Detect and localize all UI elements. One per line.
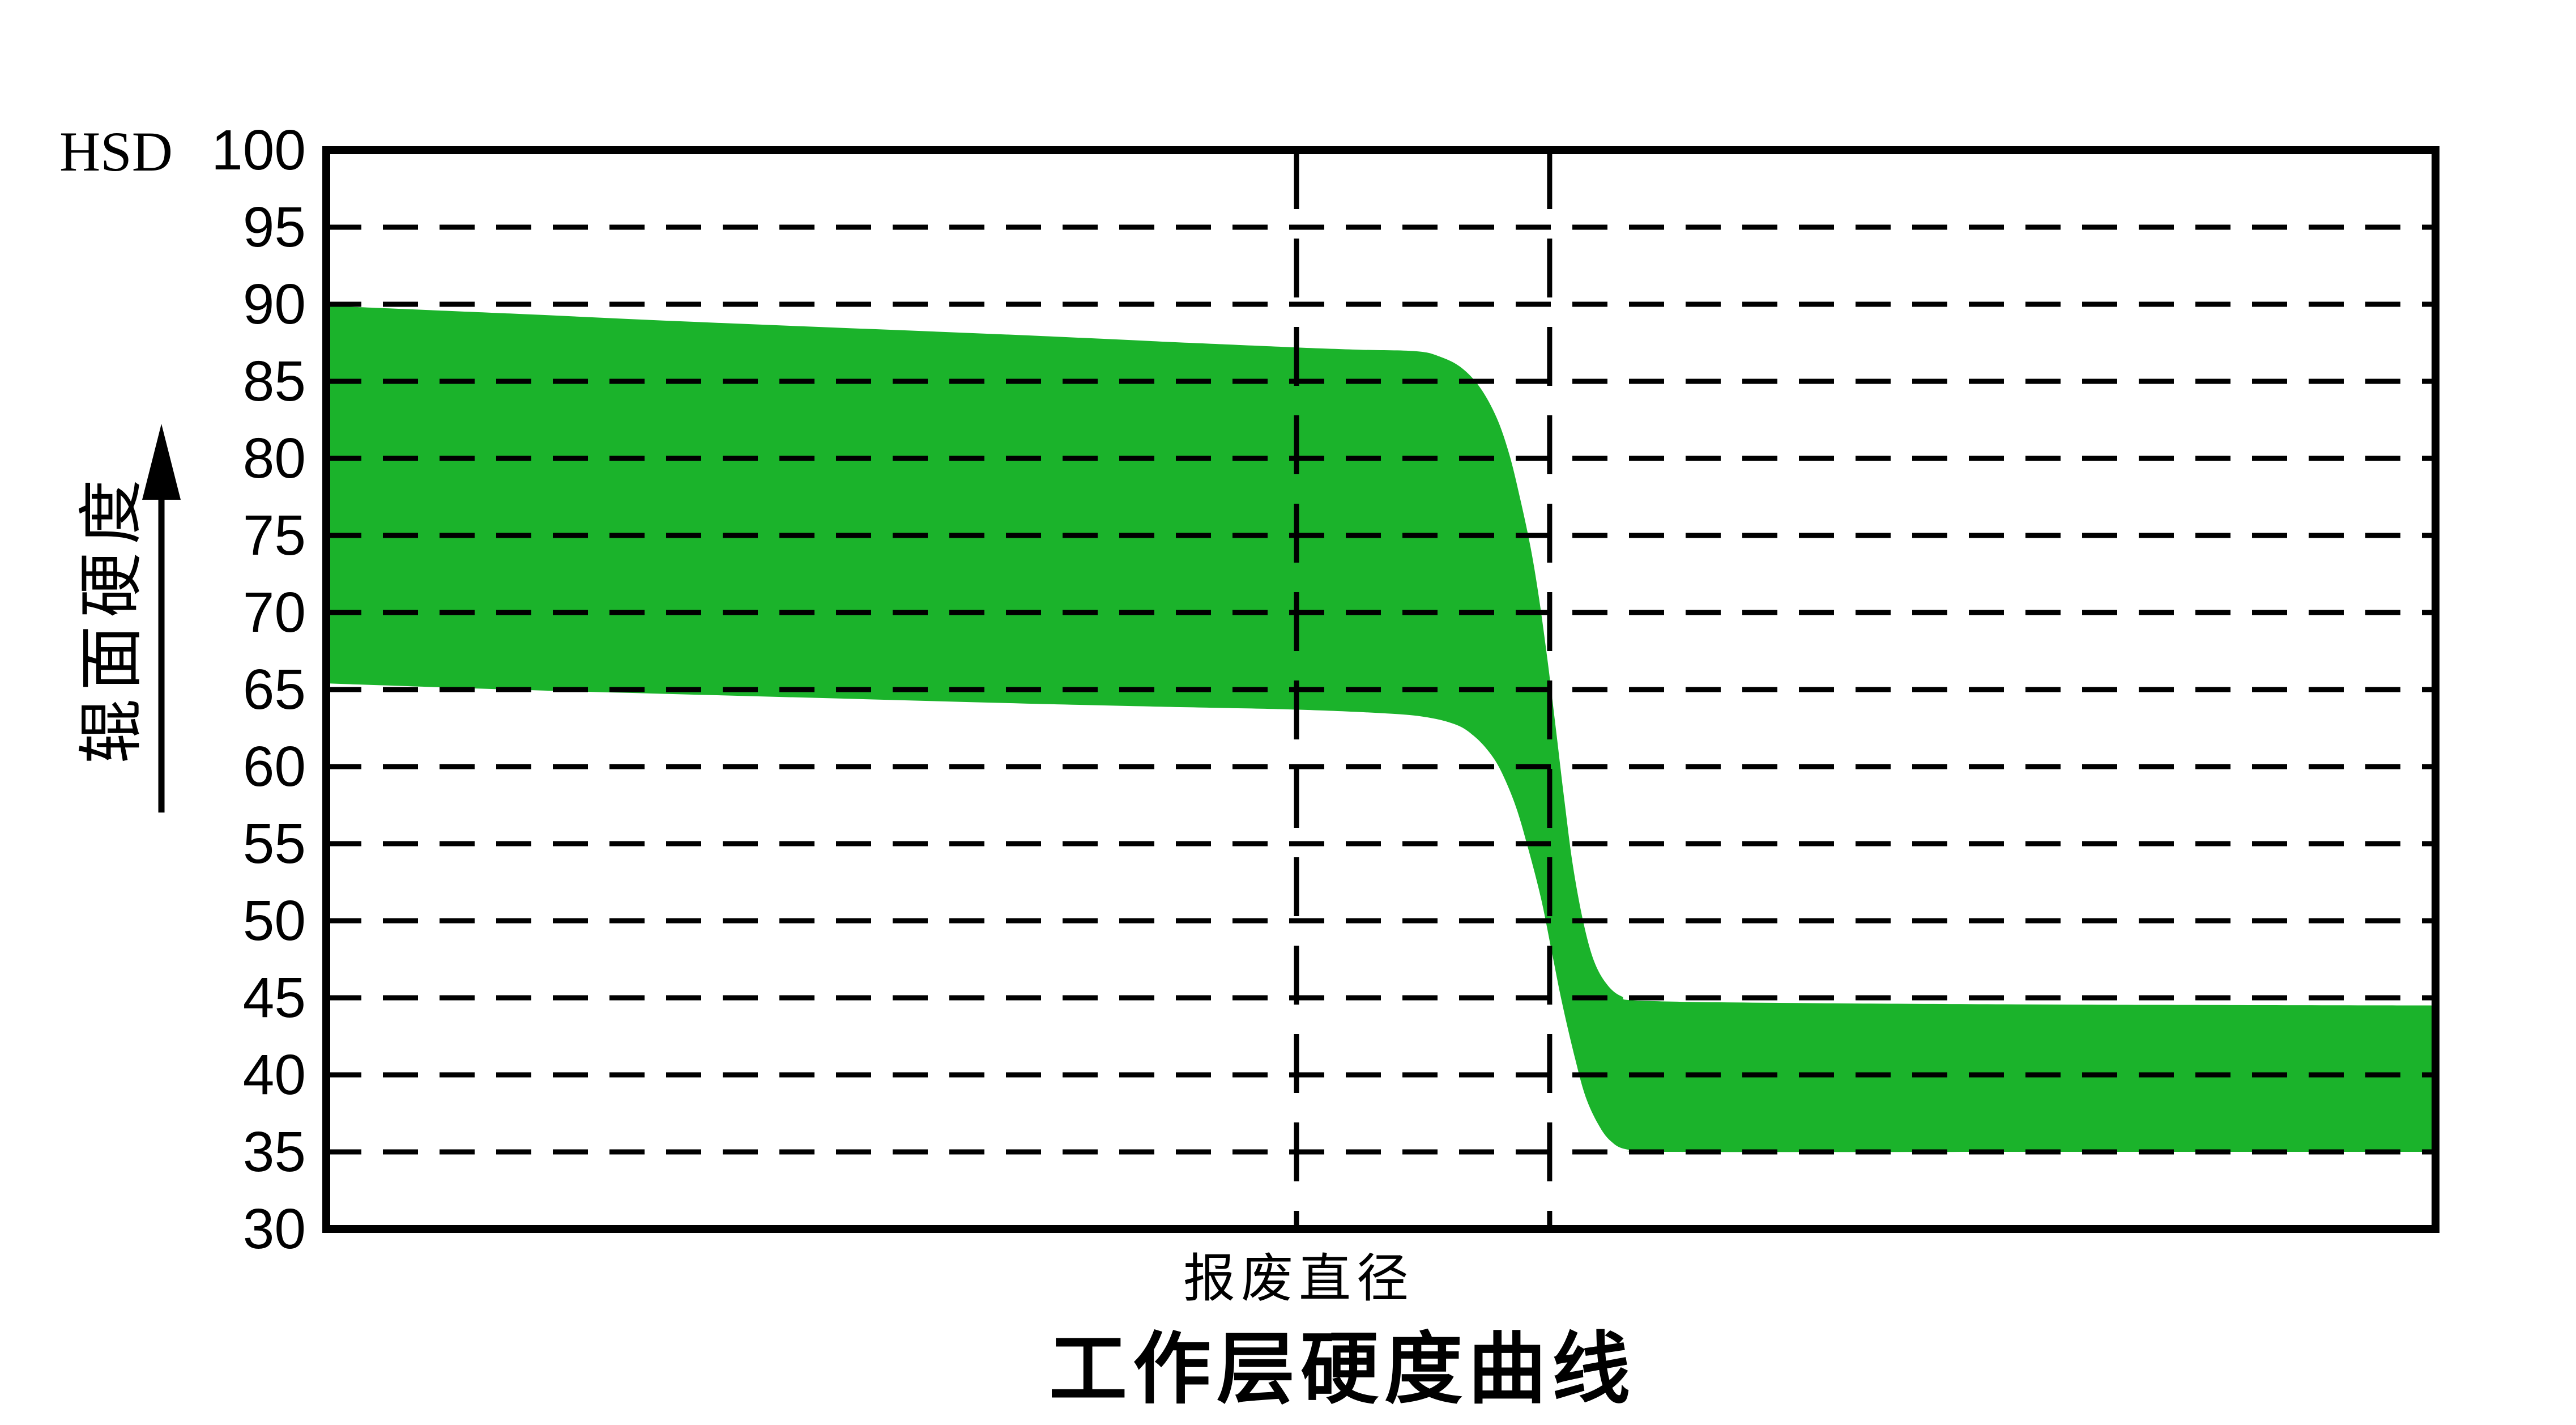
y-tick-label-100: 100 bbox=[211, 118, 306, 182]
y-tick-label-85: 85 bbox=[242, 350, 306, 413]
plot-border bbox=[322, 146, 2439, 1233]
arrowhead-icon bbox=[142, 424, 181, 500]
y-tick-label-80: 80 bbox=[242, 427, 306, 490]
horizontal-gridlines bbox=[326, 224, 2436, 1155]
y-tick-label-55: 55 bbox=[242, 812, 306, 875]
y-tick-label-30: 30 bbox=[242, 1197, 306, 1261]
y-axis-title: 辊面硬度 bbox=[76, 471, 148, 764]
y-tick-label-65: 65 bbox=[242, 658, 306, 721]
hardness-band-area bbox=[326, 305, 2436, 1152]
y-axis-arrow bbox=[142, 424, 181, 813]
y-tick-label-90: 90 bbox=[242, 273, 306, 336]
y-tick-label-95: 95 bbox=[242, 195, 306, 259]
y-tick-label-60: 60 bbox=[242, 735, 306, 798]
y-tick-label-40: 40 bbox=[242, 1043, 306, 1107]
y-tick-label-50: 50 bbox=[242, 889, 306, 952]
y-axis-unit-label: HSD bbox=[59, 120, 173, 183]
chart-title: 工作层硬度曲线 bbox=[1048, 1326, 1636, 1413]
y-tick-label-70: 70 bbox=[242, 581, 306, 644]
y-tick-label-75: 75 bbox=[242, 504, 306, 567]
scrap-diameter-label: 报废直径 bbox=[1183, 1250, 1414, 1308]
vertical-annotation-lines bbox=[1294, 150, 1553, 1229]
y-tick-label-45: 45 bbox=[242, 966, 306, 1030]
y-tick-label-35: 35 bbox=[242, 1120, 306, 1184]
